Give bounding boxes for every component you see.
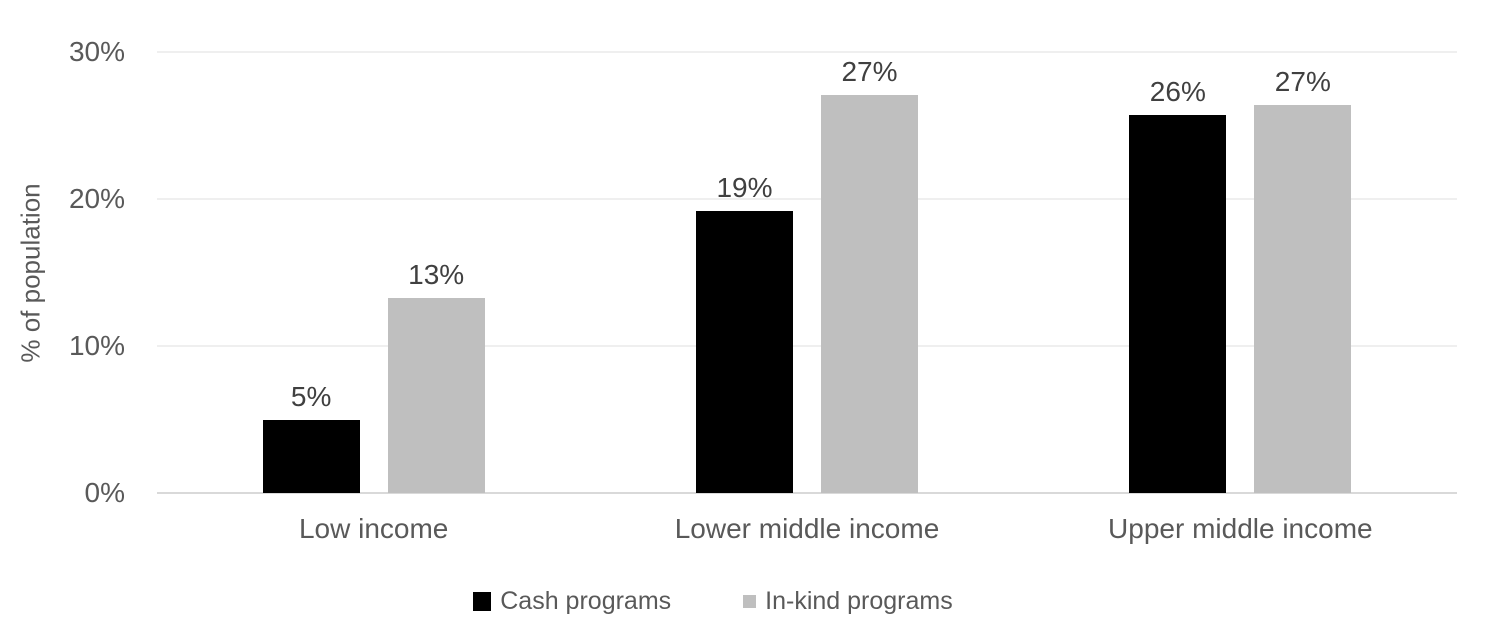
bar-cash-programs-low-income	[262, 419, 360, 493]
bar-cash-programs-lower-middle-income	[696, 210, 793, 493]
y-axis-title: % of population	[15, 183, 46, 363]
bar-cash-programs-upper-middle-income	[1129, 115, 1227, 493]
data-label-in-kind-programs-lower-middle-income: 27%	[841, 55, 898, 87]
x-category-label-upper-middle-income: Upper middle income	[1108, 513, 1373, 544]
y-tick-label-0-: 0%	[84, 477, 125, 508]
x-axis-line	[157, 492, 1457, 494]
gridline-30-	[157, 51, 1457, 53]
x-category-label-lower-middle-income: Lower middle income	[674, 513, 940, 544]
gridline-10-	[157, 345, 1457, 347]
data-label-cash-programs-low-income: 5%	[290, 380, 332, 412]
legend-label-in-kind-programs: In-kind programs	[765, 587, 953, 615]
legend-item-cash-programs: Cash programs	[473, 586, 671, 616]
data-label-in-kind-programs-upper-middle-income: 27%	[1274, 65, 1331, 97]
y-tick-label-20-: 20%	[68, 183, 125, 214]
bar-in-kind-programs-upper-middle-income	[1254, 104, 1352, 493]
legend-swatch-cash-programs	[473, 591, 492, 611]
y-tick-label-30-: 30%	[68, 36, 125, 67]
data-label-cash-programs-upper-middle-income: 26%	[1149, 76, 1206, 108]
data-label-in-kind-programs-low-income: 13%	[408, 258, 465, 290]
legend: Cash programs In-kind programs	[0, 586, 1463, 616]
x-category-label-low-income: Low income	[298, 513, 449, 544]
bar-in-kind-programs-low-income	[387, 297, 485, 493]
legend-swatch-in-kind-programs	[743, 594, 757, 608]
legend-label-cash-programs: Cash programs	[500, 587, 672, 615]
y-tick-label-10-: 10%	[68, 330, 125, 361]
bar-in-kind-programs-lower-middle-income	[821, 94, 918, 493]
gridline-20-	[157, 198, 1457, 200]
data-label-cash-programs-lower-middle-income: 19%	[716, 171, 773, 203]
legend-item-in-kind-programs: In-kind programs	[743, 586, 953, 616]
